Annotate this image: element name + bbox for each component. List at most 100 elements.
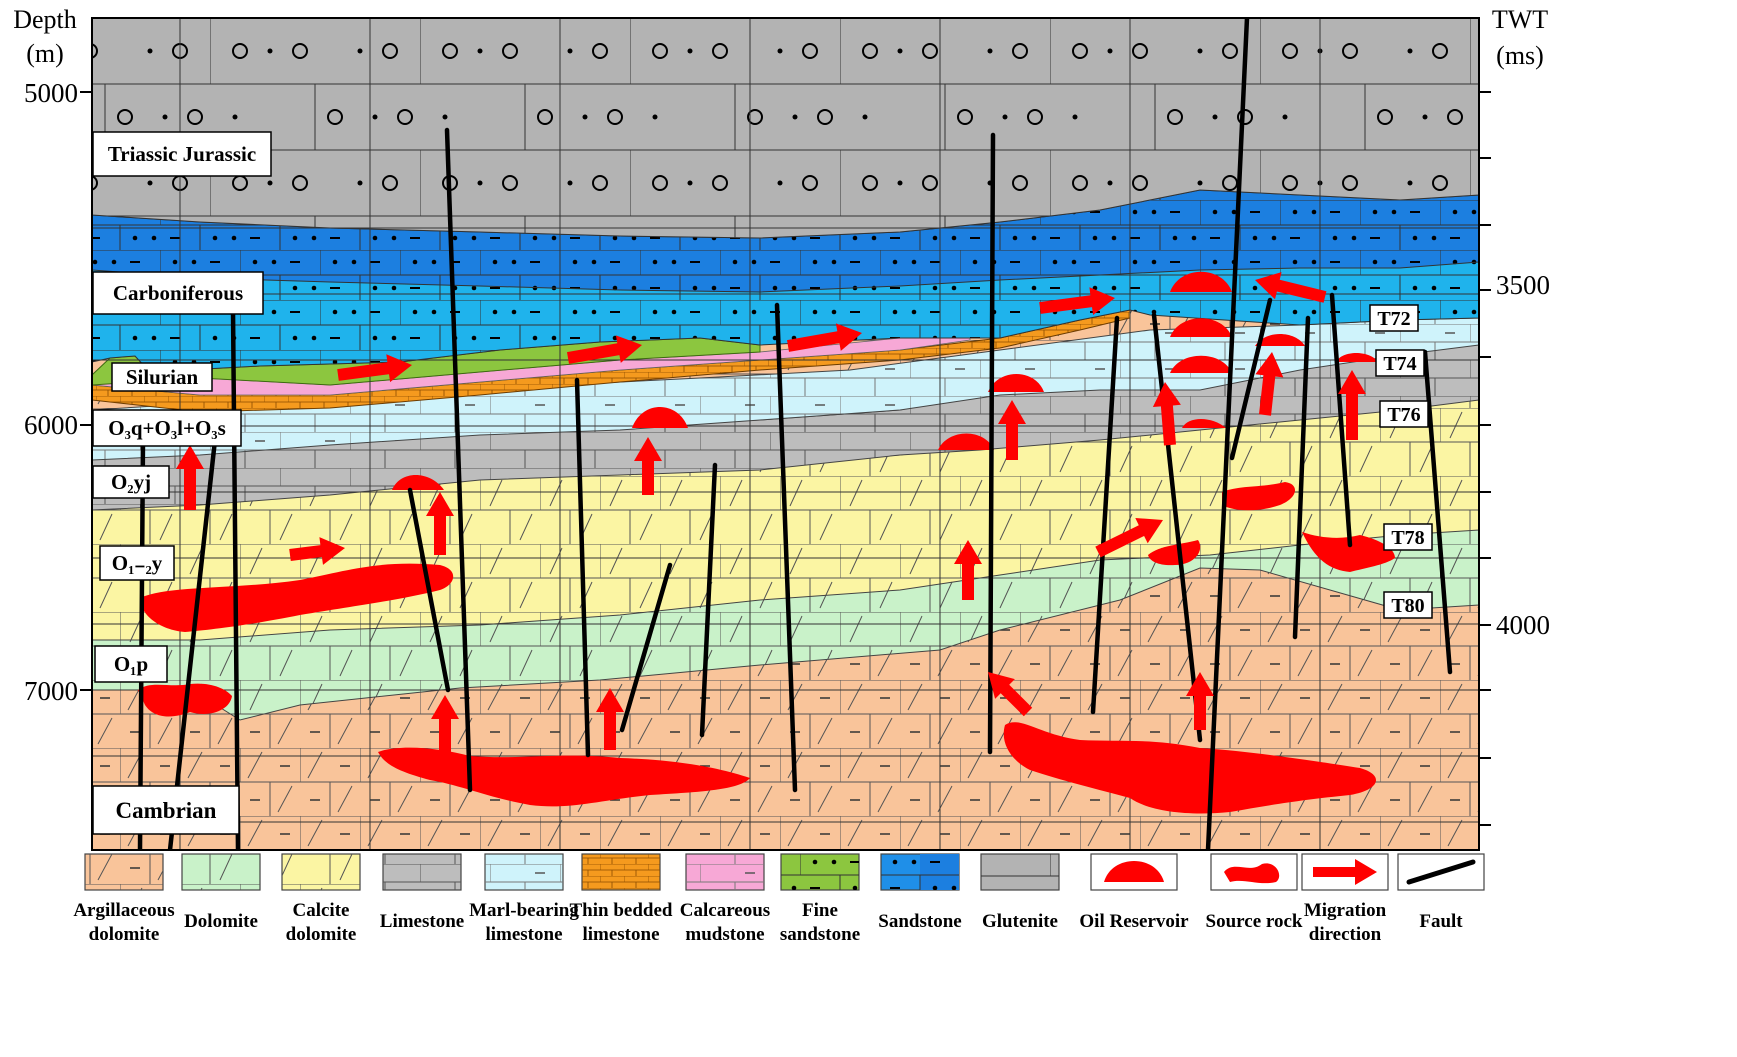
legend-label-migration-direction: Migration [1304, 900, 1387, 921]
fault [574, 377, 591, 758]
oil-reservoir [1170, 271, 1232, 292]
migration-arrow [176, 445, 204, 510]
migration-arrow [289, 537, 345, 565]
migration-arrow [1039, 287, 1115, 315]
legend-label-calcareous-mudstone-line2: mudstone [685, 924, 764, 945]
horizon-t76: T76 [1387, 404, 1420, 426]
label-o2yj: O₂yj [111, 470, 151, 494]
oil-reservoir [938, 433, 994, 450]
legend-label-calcite-dolomite-line2: dolomite [286, 924, 357, 945]
fault [1229, 297, 1273, 461]
migration-arrow [1152, 382, 1181, 446]
legend-label-oil-reservoir: Oil Reservoir [1079, 911, 1189, 932]
migration-arrow [988, 672, 1033, 717]
migration-arrow [337, 354, 412, 383]
oil-reservoirs [392, 271, 1378, 490]
fault [1329, 292, 1353, 548]
fault [1151, 312, 1203, 743]
oil-reservoir [1255, 334, 1305, 346]
horizon-t78: T78 [1391, 527, 1424, 549]
label-o1p: O₁p [114, 652, 148, 676]
source-rock-east-upper [1222, 482, 1296, 511]
legend-item-source-rock: Source rock [1206, 853, 1303, 932]
oil-reservoir [1336, 353, 1378, 362]
fault [774, 302, 798, 793]
label-silurian: Silurian [126, 365, 199, 389]
migration-arrow [787, 323, 862, 352]
legend-item-migration-direction: Migration direction [1301, 853, 1389, 945]
legend-label-thin-bedded-limestone-line2: limestone [582, 924, 659, 945]
legend-label-thin-bedded-limestone: Thin bedded [570, 900, 673, 921]
legend-label-argillaceous-dolomite-line2: dolomite [89, 924, 160, 945]
source-rock-t78 [1302, 532, 1395, 572]
legend-label-fine-sandstone-line2: sandstone [780, 924, 860, 945]
legend-item-oil-reservoir: Oil Reservoir [1079, 853, 1189, 932]
fault [1090, 315, 1120, 715]
twt-axis-title: TWT [1492, 5, 1548, 34]
horizon-t74: T74 [1383, 353, 1416, 375]
legend-label-fine-sandstone: Fine [802, 900, 838, 921]
legend-label-dolomite: Dolomite [184, 911, 258, 932]
fault [1292, 315, 1311, 640]
fault [444, 127, 473, 793]
migration-arrow [567, 335, 642, 364]
migration-arrow [1255, 352, 1284, 416]
migration-arrow [634, 437, 662, 495]
legend-item-thin-bedded-limestone: Thin bedded limestone [570, 853, 673, 945]
oil-reservoir [988, 374, 1044, 392]
migration-arrow [998, 400, 1026, 460]
source-rock-east-mid [1148, 540, 1201, 566]
label-cambrian: Cambrian [116, 798, 217, 823]
legend-item-fine-sandstone: Fine sandstone [780, 853, 860, 945]
oil-reservoir [1170, 355, 1232, 373]
fault [167, 437, 218, 850]
legend-label-limestone: Limestone [380, 911, 464, 932]
migration-arrow [596, 688, 624, 750]
fault [699, 462, 718, 738]
legend-label-source-rock: Source rock [1206, 911, 1303, 932]
migration-arrow [1095, 518, 1163, 558]
legend-label-sandstone: Sandstone [878, 911, 961, 932]
migration-arrow [954, 540, 982, 600]
oil-reservoir [392, 475, 444, 490]
legend: Argillaceous dolomite Dolomite Calcite dolom… [73, 853, 1485, 945]
oil-reservoir [1170, 318, 1232, 337]
label-carboniferous: Carboniferous [113, 281, 243, 305]
faults [137, 18, 1453, 850]
strata-labels: Triassic Jurassic Carboniferous Silurian… [92, 131, 272, 835]
migration-arrows [176, 272, 1366, 755]
legend-item-limestone: Limestone [380, 853, 464, 932]
legend-item-calcite-dolomite: Calcite dolomite [281, 853, 361, 945]
fault [230, 307, 241, 850]
section-frame [91, 17, 1480, 851]
depth-tick-7000: 7000 [24, 676, 78, 706]
depth-tick-5000: 5000 [24, 78, 78, 108]
legend-item-glutenite: Glutenite [980, 853, 1060, 932]
depth-axis: Depth (m) 5000 6000 7000 [13, 5, 92, 706]
legend-item-calcareous-mudstone: Calcareous mudstone [680, 853, 770, 945]
twt-tick-4000: 4000 [1496, 610, 1550, 640]
label-o3: O₃q+O₃l+O₃s [108, 416, 226, 440]
fault [619, 562, 673, 733]
migration-arrow [426, 492, 454, 555]
fault [407, 487, 451, 693]
legend-item-dolomite: Dolomite [181, 853, 261, 932]
legend-label-argillaceous-dolomite: Argillaceous [73, 900, 174, 921]
fault [1422, 349, 1453, 675]
section-grid [92, 18, 1479, 850]
strata-layers [92, 18, 1479, 850]
label-triassic-jurassic: Triassic Jurassic [108, 142, 256, 166]
fault [1205, 18, 1250, 850]
oil-reservoir [1182, 419, 1226, 428]
source-rock-o12y [140, 563, 454, 632]
oil-reservoir [632, 407, 688, 428]
legend-label-fault: Fault [1419, 911, 1463, 932]
fault [137, 437, 146, 850]
legend-label-marl-bearing-limestone: Marl-bearing [469, 900, 579, 921]
twt-axis-unit: (ms) [1496, 41, 1544, 70]
legend-label-marl-bearing-limestone-line2: limestone [485, 924, 562, 945]
legend-item-argillaceous-dolomite: Argillaceous dolomite [73, 853, 175, 945]
twt-tick-3500: 3500 [1496, 270, 1550, 300]
legend-item-marl-bearing-limestone: Marl-bearing limestone [469, 853, 579, 945]
horizon-t72: T72 [1377, 308, 1410, 330]
